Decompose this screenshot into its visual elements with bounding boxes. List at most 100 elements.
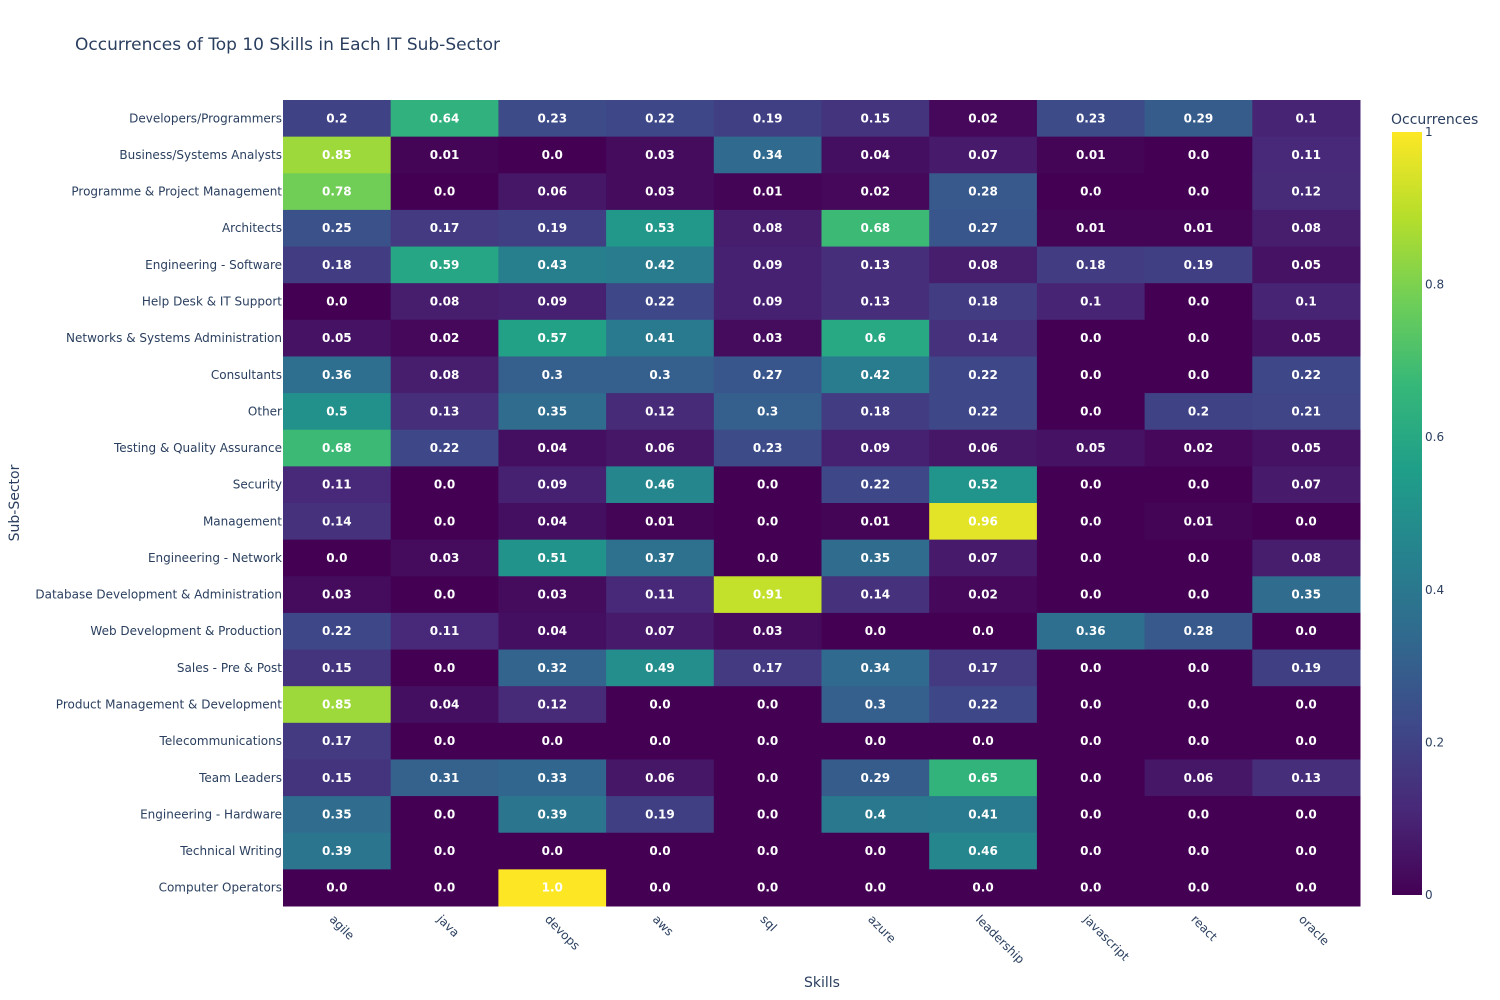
cell-value-label: 0.02 xyxy=(968,588,998,602)
cell-value-label: 0.0 xyxy=(434,514,455,528)
heatmap-cell xyxy=(606,796,715,834)
x-tick-label: leadership xyxy=(973,912,1027,966)
cell-value-label: 0.3 xyxy=(865,698,886,712)
y-tick-label: Programme & Project Management xyxy=(71,185,282,199)
heatmap-cell xyxy=(283,832,392,870)
cell-value-label: 0.0 xyxy=(1080,661,1101,675)
heatmap-cell xyxy=(1036,356,1146,394)
heatmap-cell xyxy=(283,796,392,834)
cell-value-label: 0.01 xyxy=(1184,514,1214,528)
heatmap-cell xyxy=(283,686,392,724)
cell-value-label: 0.0 xyxy=(542,148,563,162)
heatmap-cell xyxy=(929,612,1038,651)
cell-value-label: 0.0 xyxy=(542,844,563,858)
heatmap-cell xyxy=(498,722,607,760)
heatmap-cell xyxy=(390,503,499,541)
heatmap-cell xyxy=(929,173,1038,211)
y-tick-label: Engineering - Network xyxy=(148,551,282,565)
heatmap-cell xyxy=(390,869,499,907)
heatmap-cell xyxy=(1036,686,1146,724)
cell-value-label: 0.05 xyxy=(1291,331,1321,345)
cell-value-label: 0.35 xyxy=(861,551,891,565)
x-tick-label: devops xyxy=(542,912,583,953)
heatmap-cell xyxy=(929,686,1038,724)
cell-value-label: 0.04 xyxy=(537,514,567,528)
heatmap-cell xyxy=(390,209,499,248)
cell-value-label: 0.29 xyxy=(1184,111,1214,125)
cell-value-label: 0.08 xyxy=(753,221,783,235)
heatmap-cell xyxy=(713,796,822,834)
cell-value-label: 0.0 xyxy=(434,734,455,748)
cell-value-label: 0.08 xyxy=(968,258,998,272)
heatmap-cell xyxy=(1144,722,1253,760)
y-tick-label: Computer Operators xyxy=(159,881,282,895)
x-axis-title: Skills xyxy=(804,975,840,991)
cell-value-label: 0.01 xyxy=(645,514,675,528)
x-tick-label: react xyxy=(1188,912,1220,944)
heatmap-cell xyxy=(929,869,1038,907)
cell-value-label: 0.09 xyxy=(537,478,567,492)
y-tick-label: Other xyxy=(248,404,282,418)
cell-value-label: 0.78 xyxy=(322,185,352,199)
cell-value-label: 0.22 xyxy=(1291,368,1321,382)
heatmap-cell xyxy=(713,173,822,211)
colorbar-tick-label: 0.4 xyxy=(1425,583,1444,597)
cell-value-label: 0.11 xyxy=(430,624,460,638)
cell-value-label: 0.06 xyxy=(1184,771,1214,785)
y-tick-label: Networks & Systems Administration xyxy=(66,331,282,345)
heatmap-cell xyxy=(390,100,499,138)
cell-value-label: 0.19 xyxy=(1291,661,1321,675)
heatmap-cell xyxy=(1144,393,1253,431)
cell-value-label: 0.07 xyxy=(1291,478,1321,492)
cell-value-label: 0.09 xyxy=(753,295,783,309)
heatmap-cell xyxy=(498,466,607,504)
cell-value-label: 0.0 xyxy=(434,844,455,858)
heatmap-cell xyxy=(606,832,715,870)
heatmap-cell xyxy=(390,393,499,431)
cell-value-label: 0.02 xyxy=(968,111,998,125)
cell-value-label: 0.0 xyxy=(434,661,455,675)
heatmap-cell xyxy=(498,356,607,394)
cell-value-label: 0.52 xyxy=(968,478,998,492)
heatmap-cell xyxy=(1252,136,1361,174)
heatmap-cell xyxy=(498,869,607,907)
cell-value-label: 0.0 xyxy=(757,514,778,528)
heatmap-cell xyxy=(1144,100,1253,138)
heatmap-cell xyxy=(821,319,930,357)
heatmap-cell xyxy=(283,759,392,797)
heatmap-cell xyxy=(283,136,392,174)
cell-value-label: 0.02 xyxy=(861,185,891,199)
cell-value-label: 0.0 xyxy=(757,771,778,785)
heatmap-cell xyxy=(498,503,607,541)
heatmap-cell xyxy=(713,832,822,870)
cell-value-label: 0.0 xyxy=(434,478,455,492)
heatmap-cell xyxy=(1036,319,1146,357)
heatmap-cell xyxy=(929,539,1038,577)
heatmap-cell xyxy=(1252,100,1361,138)
heatmap-cell xyxy=(390,539,499,577)
heatmap-cell xyxy=(713,649,822,687)
y-tick-label: Technical Writing xyxy=(179,844,282,858)
cell-value-label: 0.0 xyxy=(542,734,563,748)
cell-value-label: 0.01 xyxy=(1184,221,1214,235)
heatmap-cell xyxy=(390,283,499,321)
cell-value-label: 0.0 xyxy=(434,185,455,199)
cell-value-label: 0.04 xyxy=(430,698,460,712)
heatmap-cell xyxy=(821,393,930,431)
cell-value-label: 0.1 xyxy=(1296,295,1317,309)
cell-value-label: 0.17 xyxy=(322,734,352,748)
heatmap-cell xyxy=(606,722,715,760)
heatmap-cell xyxy=(1036,869,1146,907)
cell-value-label: 0.0 xyxy=(1080,771,1101,785)
cell-value-label: 0.22 xyxy=(645,295,675,309)
heatmap-cell xyxy=(821,539,930,577)
y-tick-label: Engineering - Software xyxy=(145,258,282,272)
cell-value-label: 0.2 xyxy=(1188,404,1209,418)
cell-value-label: 0.12 xyxy=(645,404,675,418)
heatmap-cell xyxy=(1144,796,1253,834)
cell-value-label: 0.0 xyxy=(972,624,993,638)
heatmap-cell xyxy=(498,429,607,467)
x-tick-label: aws xyxy=(650,912,676,938)
cell-value-label: 0.68 xyxy=(322,441,352,455)
heatmap-cell xyxy=(390,832,499,870)
